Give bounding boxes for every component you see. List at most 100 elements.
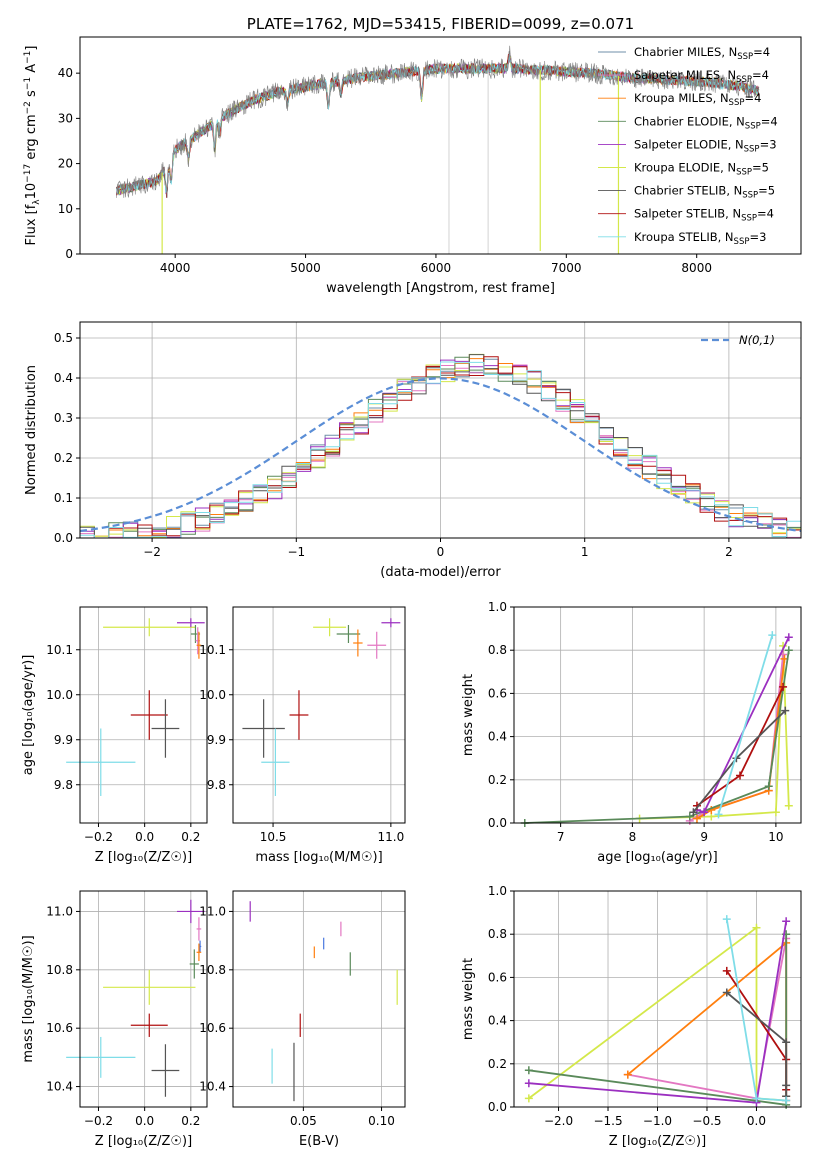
series-marker-salpeter_stelib: [722, 966, 731, 975]
y-axis-label-part: −1: [23, 77, 33, 90]
y-tick-label: 0.1: [54, 491, 73, 505]
legend-suffix: =5: [752, 161, 769, 175]
y-tick-label: 1.0: [488, 600, 507, 614]
y-tick-label: 10.6: [199, 1021, 226, 1035]
spectrum-data-line: [116, 45, 760, 199]
x-tick-label: 0.10: [368, 1114, 395, 1128]
series-marker-chabrier_stelib: [781, 706, 790, 715]
y-tick-label: 10.0: [199, 688, 226, 702]
y-tick-label: 9.8: [54, 778, 73, 792]
x-tick-label: −1.0: [643, 1114, 672, 1128]
y-axis-label: mass weight: [461, 674, 476, 756]
axes-frame: [79, 606, 208, 824]
y-tick-label: 0.6: [488, 970, 507, 984]
series-line-salpeter_stelib: [696, 686, 784, 807]
x-axis-label: Z [log₁₀(Z/Z☉)]: [95, 850, 192, 865]
x-tick-label: −1: [287, 545, 305, 559]
y-axis-label: mass weight: [461, 958, 476, 1040]
y-tick-label: 11.0: [46, 904, 73, 918]
y-tick-label: 9.9: [54, 733, 73, 747]
series-line-chabrier_elodie: [524, 650, 790, 824]
series-marker-kroupa_stelib: [768, 631, 777, 640]
x-tick-label: 0.2: [181, 1114, 200, 1128]
histogram-salpeter_stelib: [80, 356, 801, 538]
y-axis-label-part: λ: [32, 199, 42, 205]
y-tick-label: 0.2: [54, 451, 73, 465]
legend-name: Chabrier STELIB, N: [634, 184, 742, 198]
x-axis-label: Z [log₁₀(Z/Z☉)]: [95, 1134, 192, 1149]
x-tick-label: 1: [581, 545, 589, 559]
series-marker-salpeter_elodie: [782, 917, 791, 926]
series-marker-salpeter_elodie: [700, 808, 709, 817]
legend-sub: SSP: [745, 121, 761, 131]
panel-age_vs_Z: −0.2 0.0 0.2 9.8 9.9 10.0 10.1 Z [log₁₀(Z/Z☉)] a…: [21, 606, 208, 865]
legend-sub: SSP: [734, 237, 750, 247]
axes-frame: [79, 890, 208, 1108]
series-marker-chabrier_stelib: [722, 988, 731, 997]
y-tick-label: 10.8: [46, 963, 73, 977]
y-tick-label: 0: [65, 247, 73, 261]
series-marker-chabrier_elodie: [784, 646, 793, 655]
x-tick-label: 8000: [681, 261, 712, 275]
x-axis-label: Z [log₁₀(Z/Z☉)]: [609, 1134, 706, 1149]
series-marker-kroupa_miles: [623, 1070, 632, 1079]
y-tick-label: 10.1: [199, 643, 226, 657]
legend-sub: SSP: [736, 168, 752, 178]
series-marker-salpeter_stelib: [736, 771, 745, 780]
panel-mass_vs_Z: −0.2 0.0 0.2 10.4 10.6 10.8 11.0 Z [log₁₀(Z/Z☉)…: [21, 890, 208, 1149]
series-marker-chabrier_stelib: [782, 1038, 791, 1047]
histogram-chabrier_stelib: [80, 354, 801, 538]
series-marker-salpeter_elodie: [784, 633, 793, 642]
axes-frame: [513, 606, 802, 824]
panel-residuals: −2 −1 0 1 2 0.0 0.1 0.2 0.3 0.4 0.5 (data-model)/er…: [24, 321, 802, 580]
y-axis-label-part: 10: [24, 183, 39, 200]
x-tick-label: 0.0: [135, 1114, 154, 1128]
x-tick-label: −0.2: [84, 830, 113, 844]
legend-label-kroupa_elodie: Kroupa ELODIE, NSSP=5: [634, 161, 769, 178]
x-tick-label: 10.5: [260, 830, 287, 844]
x-tick-label: 0.0: [135, 830, 154, 844]
series-marker-kroupa_miles: [692, 814, 701, 823]
y-tick-label: 0.6: [488, 686, 507, 700]
x-tick-label: 7: [557, 830, 565, 844]
legend-label-salpeter_miles: Salpeter MILES, NSSP=4: [634, 68, 769, 85]
legend-name: Kroupa ELODIE, N: [634, 161, 736, 175]
legend-sub: SSP: [742, 191, 758, 201]
legend-suffix: =3: [760, 137, 777, 151]
x-tick-label: 0.05: [290, 1114, 317, 1128]
series-marker-kroupa_elodie: [771, 808, 780, 817]
y-tick-label: 1.0: [488, 884, 507, 898]
series-marker-kroupa_stelib: [722, 915, 731, 924]
series-line-kroupa_stelib: [717, 634, 774, 815]
series-marker-kroupa_stelib: [782, 1096, 791, 1105]
axes-frame: [79, 321, 802, 539]
histogram-kroupa_stelib: [80, 361, 801, 538]
y-tick-label: 10.4: [199, 1080, 226, 1094]
y-tick-label: 10.4: [46, 1080, 73, 1094]
legend-name: Chabrier MILES, N: [634, 45, 737, 59]
y-tick-label: 0.4: [488, 730, 507, 744]
y-tick-label: 20: [58, 157, 73, 171]
spectrum-model-line: [116, 54, 760, 194]
y-axis-label-part: Flux [f: [24, 204, 39, 245]
legend-sub: SSP: [729, 98, 745, 108]
series-marker-kroupa_elodie: [784, 801, 793, 810]
axes-frame: [232, 890, 406, 1108]
y-tick-label: 10.1: [46, 643, 73, 657]
x-tick-label: 0.2: [181, 830, 200, 844]
y-tick-label: 0.3: [54, 411, 73, 425]
y-tick-label: 10.8: [199, 963, 226, 977]
x-tick-label: 11.0: [378, 830, 405, 844]
y-axis-label-part: −2: [23, 101, 33, 114]
legend-name: Chabrier ELODIE, N: [634, 114, 745, 128]
legend-sub: SSP: [741, 214, 757, 224]
x-tick-label: 6000: [421, 261, 452, 275]
y-tick-label: 0.0: [488, 1100, 507, 1114]
legend-label-normal: N(0,1): [739, 333, 775, 347]
x-tick-label: 9: [700, 830, 708, 844]
x-tick-label: −2: [143, 545, 161, 559]
legend-label-kroupa_miles: Kroupa MILES, NSSP=4: [634, 91, 761, 108]
series-marker-kroupa_stelib: [714, 810, 723, 819]
x-tick-label: 5000: [290, 261, 321, 275]
y-tick-label: 0.5: [54, 331, 73, 345]
